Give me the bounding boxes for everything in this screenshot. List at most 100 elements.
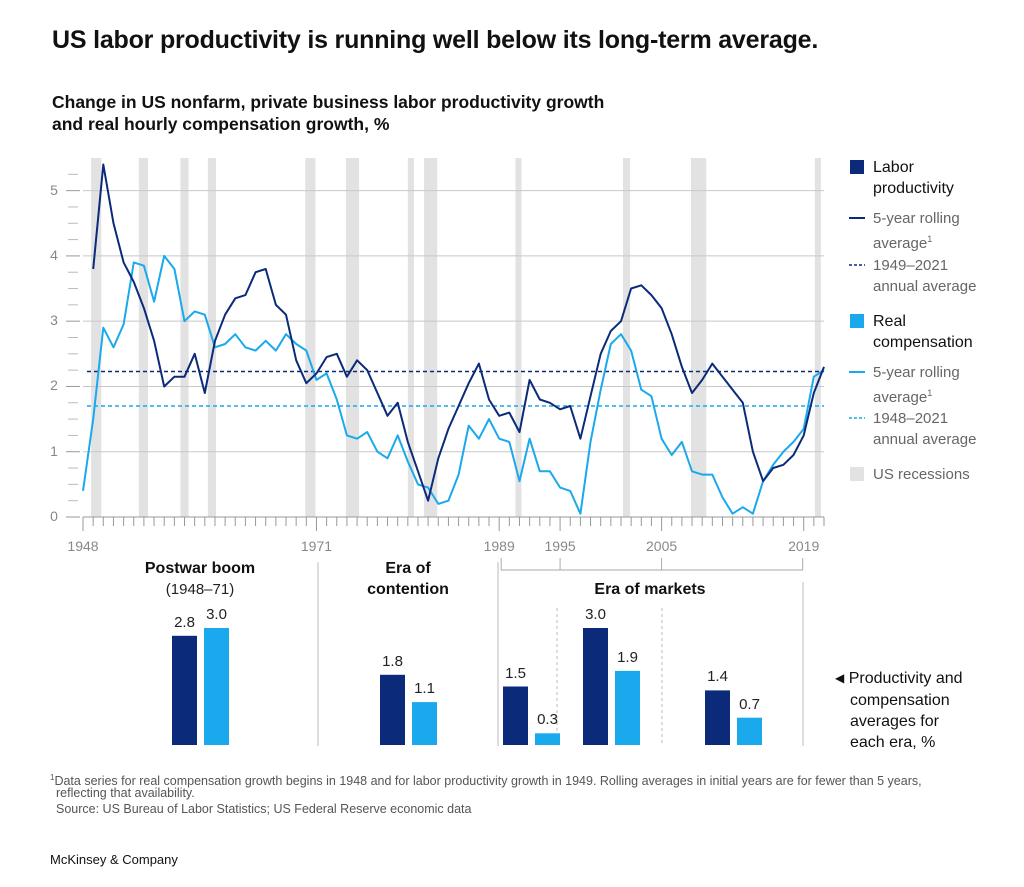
footnote-mark: 1 [927, 388, 933, 398]
productivity-bar [503, 686, 528, 745]
chart-subtitle-line-2: and real hourly compensation growth, % [52, 114, 390, 134]
legend-compensation-line-1: Real [873, 313, 906, 330]
chart-subtitle-line-1: Change in US nonfarm, private business l… [52, 92, 605, 112]
source-note: Source: US Bureau of Labor Statistics; U… [56, 802, 472, 816]
era-title-markets: Era of markets [594, 581, 706, 598]
legend-prod-rolling-line-1: 5-year rolling [873, 210, 960, 227]
recession-band [623, 158, 631, 517]
recession-band [91, 158, 102, 517]
compensation-bar [412, 702, 437, 745]
legend-comp-rolling-line-2: average [873, 389, 928, 406]
x-axis [82, 517, 825, 531]
productivity-rolling-line [92, 163, 825, 502]
bar-value-label: 1.4 [707, 668, 728, 686]
legend-prod-average-line-2: annual average [873, 278, 977, 295]
era-title-contention-1: Era of [385, 560, 431, 577]
bars-note-line-3: averages for [850, 713, 939, 730]
legend-comp-rolling: 5-year rolling average1 [873, 362, 960, 408]
headline: US labor productivity is running well be… [52, 26, 819, 54]
productivity-bar [583, 628, 608, 745]
bar-value-label: 1.8 [382, 652, 403, 670]
legend-keys [849, 160, 865, 481]
bar-value-label: 0.7 [739, 695, 760, 713]
legend-prod-rolling-line-2: average [873, 235, 928, 252]
bar-value-label: 3.0 [585, 606, 606, 623]
x-tick-label-2019: 2019 [788, 538, 820, 554]
x-tick-label-1989: 1989 [483, 538, 515, 554]
compensation-bar [204, 628, 229, 745]
legend-comp-average-line-1: 1948–2021 [873, 410, 949, 427]
recession-band [180, 158, 189, 517]
bar-value-label: 0.3 [537, 711, 558, 729]
legend-prod-rolling: 5-year rolling average1 [873, 208, 960, 254]
recession-band [138, 158, 148, 517]
x-tick-label-2005: 2005 [646, 538, 678, 554]
bar-value-label: 3.0 [206, 606, 227, 623]
y-tick-label-4: 4 [50, 246, 58, 263]
legend-compensation-line-2: compensation [873, 334, 973, 351]
legend-productivity-swatch [850, 160, 864, 174]
recession-band [305, 158, 316, 517]
bars-note-line-1: Productivity and [848, 670, 963, 687]
compensation-bar [737, 717, 762, 745]
productivity-bar [705, 690, 730, 745]
legend-comp-average: 1948–2021 annual average [873, 408, 976, 450]
bars-legend-note: ◀ Productivity and compensation averages… [835, 668, 963, 753]
era-subtitle-postwar: (1948–71) [165, 581, 235, 598]
legend-comp-rolling-line-1: 5-year rolling [873, 364, 960, 381]
x-tick-label-1995: 1995 [544, 538, 576, 554]
footnote-line-2: reflecting that availability. [56, 786, 195, 800]
x-tick-label-1971: 1971 [300, 538, 333, 554]
y-tick-label-5: 5 [50, 181, 58, 198]
bar-value-label: 1.9 [617, 648, 638, 666]
legend-productivity-line-2: productivity [873, 180, 954, 197]
x-tick-label-1948: 1948 [67, 538, 99, 554]
productivity-bar [380, 674, 405, 745]
legend-prod-average: 1949–2021 annual average [873, 255, 976, 297]
legend-recession-swatch [850, 467, 864, 481]
legend-compensation-label: Real compensation [873, 311, 973, 353]
compensation-bar [535, 733, 560, 745]
compensation-rolling-line [82, 254, 825, 515]
recession-band [407, 158, 414, 517]
average-lines [87, 370, 824, 407]
recession-band [424, 158, 438, 517]
footnote-text-1: Data series for real compensation growth… [54, 774, 922, 789]
legend-comp-average-line-2: annual average [873, 431, 977, 448]
legend-productivity-label: Labor productivity [873, 157, 954, 199]
bar-value-label: 1.5 [505, 664, 526, 682]
compensation-bar [615, 670, 640, 745]
era-title-postwar: Postwar boom [144, 560, 256, 577]
footnote-line-1: 1Data series for real compensation growt… [50, 770, 922, 789]
era-dividers [317, 562, 804, 746]
legend-prod-average-line-1: 1949–2021 [873, 257, 949, 274]
legend-compensation-swatch [850, 314, 864, 328]
recession-band [515, 158, 522, 517]
legend-productivity-line-1: Labor [873, 159, 914, 176]
gridlines [83, 190, 824, 518]
footnote-mark: 1 [927, 234, 933, 244]
recession-band [345, 158, 360, 517]
bar-value-label: 1.1 [414, 680, 435, 698]
left-triangle-icon: ◀ [835, 671, 845, 685]
era-markets-bracket [500, 558, 804, 571]
era-title-contention-2: contention [367, 581, 449, 598]
footnote-mark: 1 [50, 773, 55, 782]
productivity-bar [172, 635, 197, 745]
era-bars [172, 628, 762, 745]
recession-band [814, 158, 821, 517]
bar-value-label: 2.8 [174, 613, 195, 631]
recession-bands [91, 158, 821, 517]
bars-note-line-2: compensation [850, 692, 950, 709]
y-axis-ticks [66, 173, 80, 518]
recession-band [691, 158, 707, 517]
y-tick-label-3: 3 [50, 312, 58, 329]
y-tick-label-1: 1 [50, 442, 58, 459]
brand-logo-text: McKinsey & Company [50, 852, 178, 867]
era-brackets [500, 558, 804, 571]
legend-recessions: US recessions [873, 466, 970, 483]
y-tick-label-2: 2 [50, 377, 58, 394]
y-tick-label-0: 0 [50, 508, 58, 524]
series-lines [82, 163, 825, 515]
